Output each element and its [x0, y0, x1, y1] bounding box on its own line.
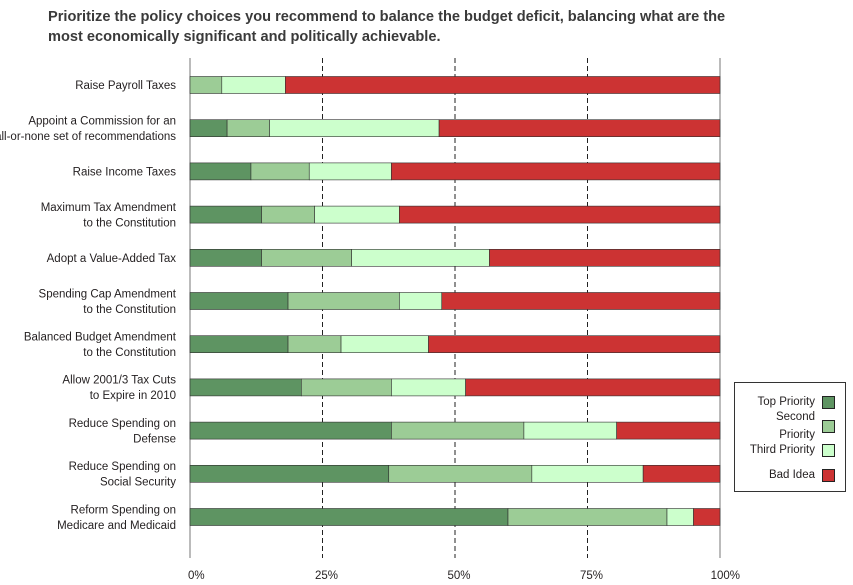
bar-bad-idea-reduce-spending-on — [616, 421, 721, 440]
category-label-line: to Expire in 2010 — [90, 390, 176, 402]
bar-second-priority-reform-spending-on — [507, 508, 668, 526]
category-label-reform-spending-on: Reform Spending on Medicare and Medicaid — [57, 504, 176, 532]
category-label-line: all-or-none set of recommendations — [0, 131, 176, 143]
bar-second-priority-allow-2001-3-tax-cuts — [300, 378, 392, 397]
bar-third-priority-appoint-a-commission-for-an — [269, 119, 440, 137]
bar-second-priority-balanced-budget-amendment — [287, 335, 342, 354]
category-label-line: Reduce Spending on — [69, 418, 176, 430]
legend-label-line: Third Priority — [749, 444, 815, 456]
category-label-line: Social Security — [100, 477, 176, 489]
category-label-raise-payroll-taxes: Raise Payroll Taxes — [75, 80, 176, 92]
legend-label-line: Priority — [779, 429, 815, 441]
bar-second-priority-appoint-a-commission-for-an — [226, 119, 270, 137]
bar-second-priority-maximum-tax-amendment — [261, 205, 315, 224]
category-label-adopt-a-value-added-tax: Adopt a Value-Added Tax — [47, 253, 177, 265]
category-label-balanced-budget-amendment: Balanced Budget Amendment to the Constitu… — [24, 331, 177, 359]
category-label-reduce-spending-on: Reduce Spending on Defense — [69, 418, 176, 446]
legend-label-line: Top Priority — [757, 396, 815, 408]
bar-third-priority-spending-cap-amendment — [399, 292, 443, 310]
category-label-line: Maximum Tax Amendment — [41, 202, 177, 214]
bar-bad-idea-reform-spending-on — [693, 508, 721, 526]
legend-label-line: Second — [775, 411, 815, 423]
bar-third-priority-raise-income-taxes — [308, 162, 392, 181]
x-tick-label-100: 100% — [711, 570, 740, 582]
bar-second-priority-reduce-spending-on — [391, 421, 525, 440]
category-label-allow-2001-3-tax-cuts: Allow 2001/3 Tax Cuts to Expire in 2010 — [62, 375, 176, 403]
x-tick-label-25: 25% — [315, 570, 338, 582]
bar-third-priority-maximum-tax-amendment — [314, 205, 400, 224]
chart-title: Prioritize the policy choices you recomm… — [48, 7, 768, 47]
bar-top-priority-spending-cap-amendment — [189, 292, 289, 310]
legend-label-top-priority: Top Priority — [757, 393, 815, 411]
bar-top-priority-maximum-tax-amendment — [189, 205, 262, 224]
bar-bad-idea-raise-income-taxes — [391, 162, 721, 181]
bar-third-priority-reduce-spending-on — [531, 464, 644, 483]
category-label-line: Balanced Budget Amendment — [24, 331, 177, 343]
legend-label-bad-idea: Bad Idea — [769, 466, 815, 484]
category-label-raise-income-taxes: Raise Income Taxes — [73, 166, 177, 178]
category-label-line: Raise Payroll Taxes — [75, 80, 176, 92]
category-label-line: Defense — [133, 433, 176, 445]
bar-third-priority-adopt-a-value-added-tax — [351, 249, 490, 267]
category-label-line: Medicare and Medicaid — [57, 520, 176, 532]
legend-swatch-bad-idea — [822, 469, 835, 482]
bar-top-priority-raise-income-taxes — [189, 162, 252, 181]
chart-title-line-1: Prioritize the policy choices you recomm… — [48, 9, 726, 25]
category-label-appoint-a-commission-for-an: Appoint a Commission for an all-or-none s… — [0, 115, 176, 143]
category-label-line: Raise Income Taxes — [73, 166, 177, 178]
bar-top-priority-reduce-spending-on — [189, 421, 392, 440]
bar-top-priority-reform-spending-on — [189, 508, 509, 526]
bar-third-priority-reduce-spending-on — [523, 421, 617, 440]
category-label-maximum-tax-amendment: Maximum Tax Amendment to the Constitution — [41, 202, 177, 230]
x-tick-label-75: 75% — [580, 570, 603, 582]
bar-bad-idea-adopt-a-value-added-tax — [489, 249, 721, 267]
bar-top-priority-reduce-spending-on — [189, 464, 390, 483]
bar-third-priority-balanced-budget-amendment — [340, 335, 429, 354]
category-label-line: Reform Spending on — [71, 504, 176, 516]
bar-bad-idea-allow-2001-3-tax-cuts — [465, 378, 721, 397]
legend-label-line: Bad Idea — [768, 469, 815, 481]
category-label-line: Spending Cap Amendment — [39, 288, 177, 300]
bar-second-priority-adopt-a-value-added-tax — [261, 249, 352, 267]
chart-legend: Top Priority Second Priority Third Priority… — [734, 382, 846, 492]
category-label-reduce-spending-on: Reduce Spending on Social Security — [69, 461, 177, 489]
category-label-line: to the Constitution — [83, 347, 176, 359]
x-tick-label-0: 0% — [188, 570, 205, 582]
legend-swatch-second-priority — [822, 420, 835, 433]
bar-second-priority-raise-payroll-taxes — [189, 76, 223, 94]
bar-third-priority-allow-2001-3-tax-cuts — [391, 378, 466, 397]
category-label-spending-cap-amendment: Spending Cap Amendment to the Constitutio… — [39, 288, 177, 316]
bar-bad-idea-raise-payroll-taxes — [285, 76, 721, 94]
x-tick-label-50: 50% — [447, 570, 470, 582]
legend-swatch-top-priority — [822, 396, 835, 409]
category-label-line: to the Constitution — [83, 304, 176, 316]
bar-bad-idea-maximum-tax-amendment — [399, 205, 721, 224]
category-label-line: Allow 2001/3 Tax Cuts — [62, 375, 176, 387]
category-label-line: Adopt a Value-Added Tax — [47, 253, 177, 265]
chart-title-line-2: most economically significant and politi… — [48, 29, 441, 45]
bar-bad-idea-appoint-a-commission-for-an — [438, 119, 721, 137]
bar-top-priority-balanced-budget-amendment — [189, 335, 289, 354]
bar-third-priority-raise-payroll-taxes — [221, 76, 286, 94]
legend-swatch-third-priority — [822, 444, 835, 457]
bar-third-priority-reform-spending-on — [666, 508, 694, 526]
bar-second-priority-spending-cap-amendment — [287, 292, 400, 310]
legend-label-second-priority: Second Priority — [776, 408, 815, 444]
category-label-line: Reduce Spending on — [69, 461, 176, 473]
category-label-line: to the Constitution — [83, 217, 176, 229]
bar-second-priority-reduce-spending-on — [388, 464, 533, 483]
bar-second-priority-raise-income-taxes — [250, 162, 310, 181]
bar-bad-idea-balanced-budget-amendment — [428, 335, 721, 354]
bar-top-priority-appoint-a-commission-for-an — [189, 119, 228, 137]
legend-label-third-priority: Third Priority — [750, 441, 815, 459]
category-label-line: Appoint a Commission for an — [28, 115, 176, 127]
bar-top-priority-adopt-a-value-added-tax — [189, 249, 262, 267]
bar-bad-idea-reduce-spending-on — [642, 464, 721, 483]
bar-bad-idea-spending-cap-amendment — [441, 292, 721, 310]
bar-top-priority-allow-2001-3-tax-cuts — [189, 378, 302, 397]
